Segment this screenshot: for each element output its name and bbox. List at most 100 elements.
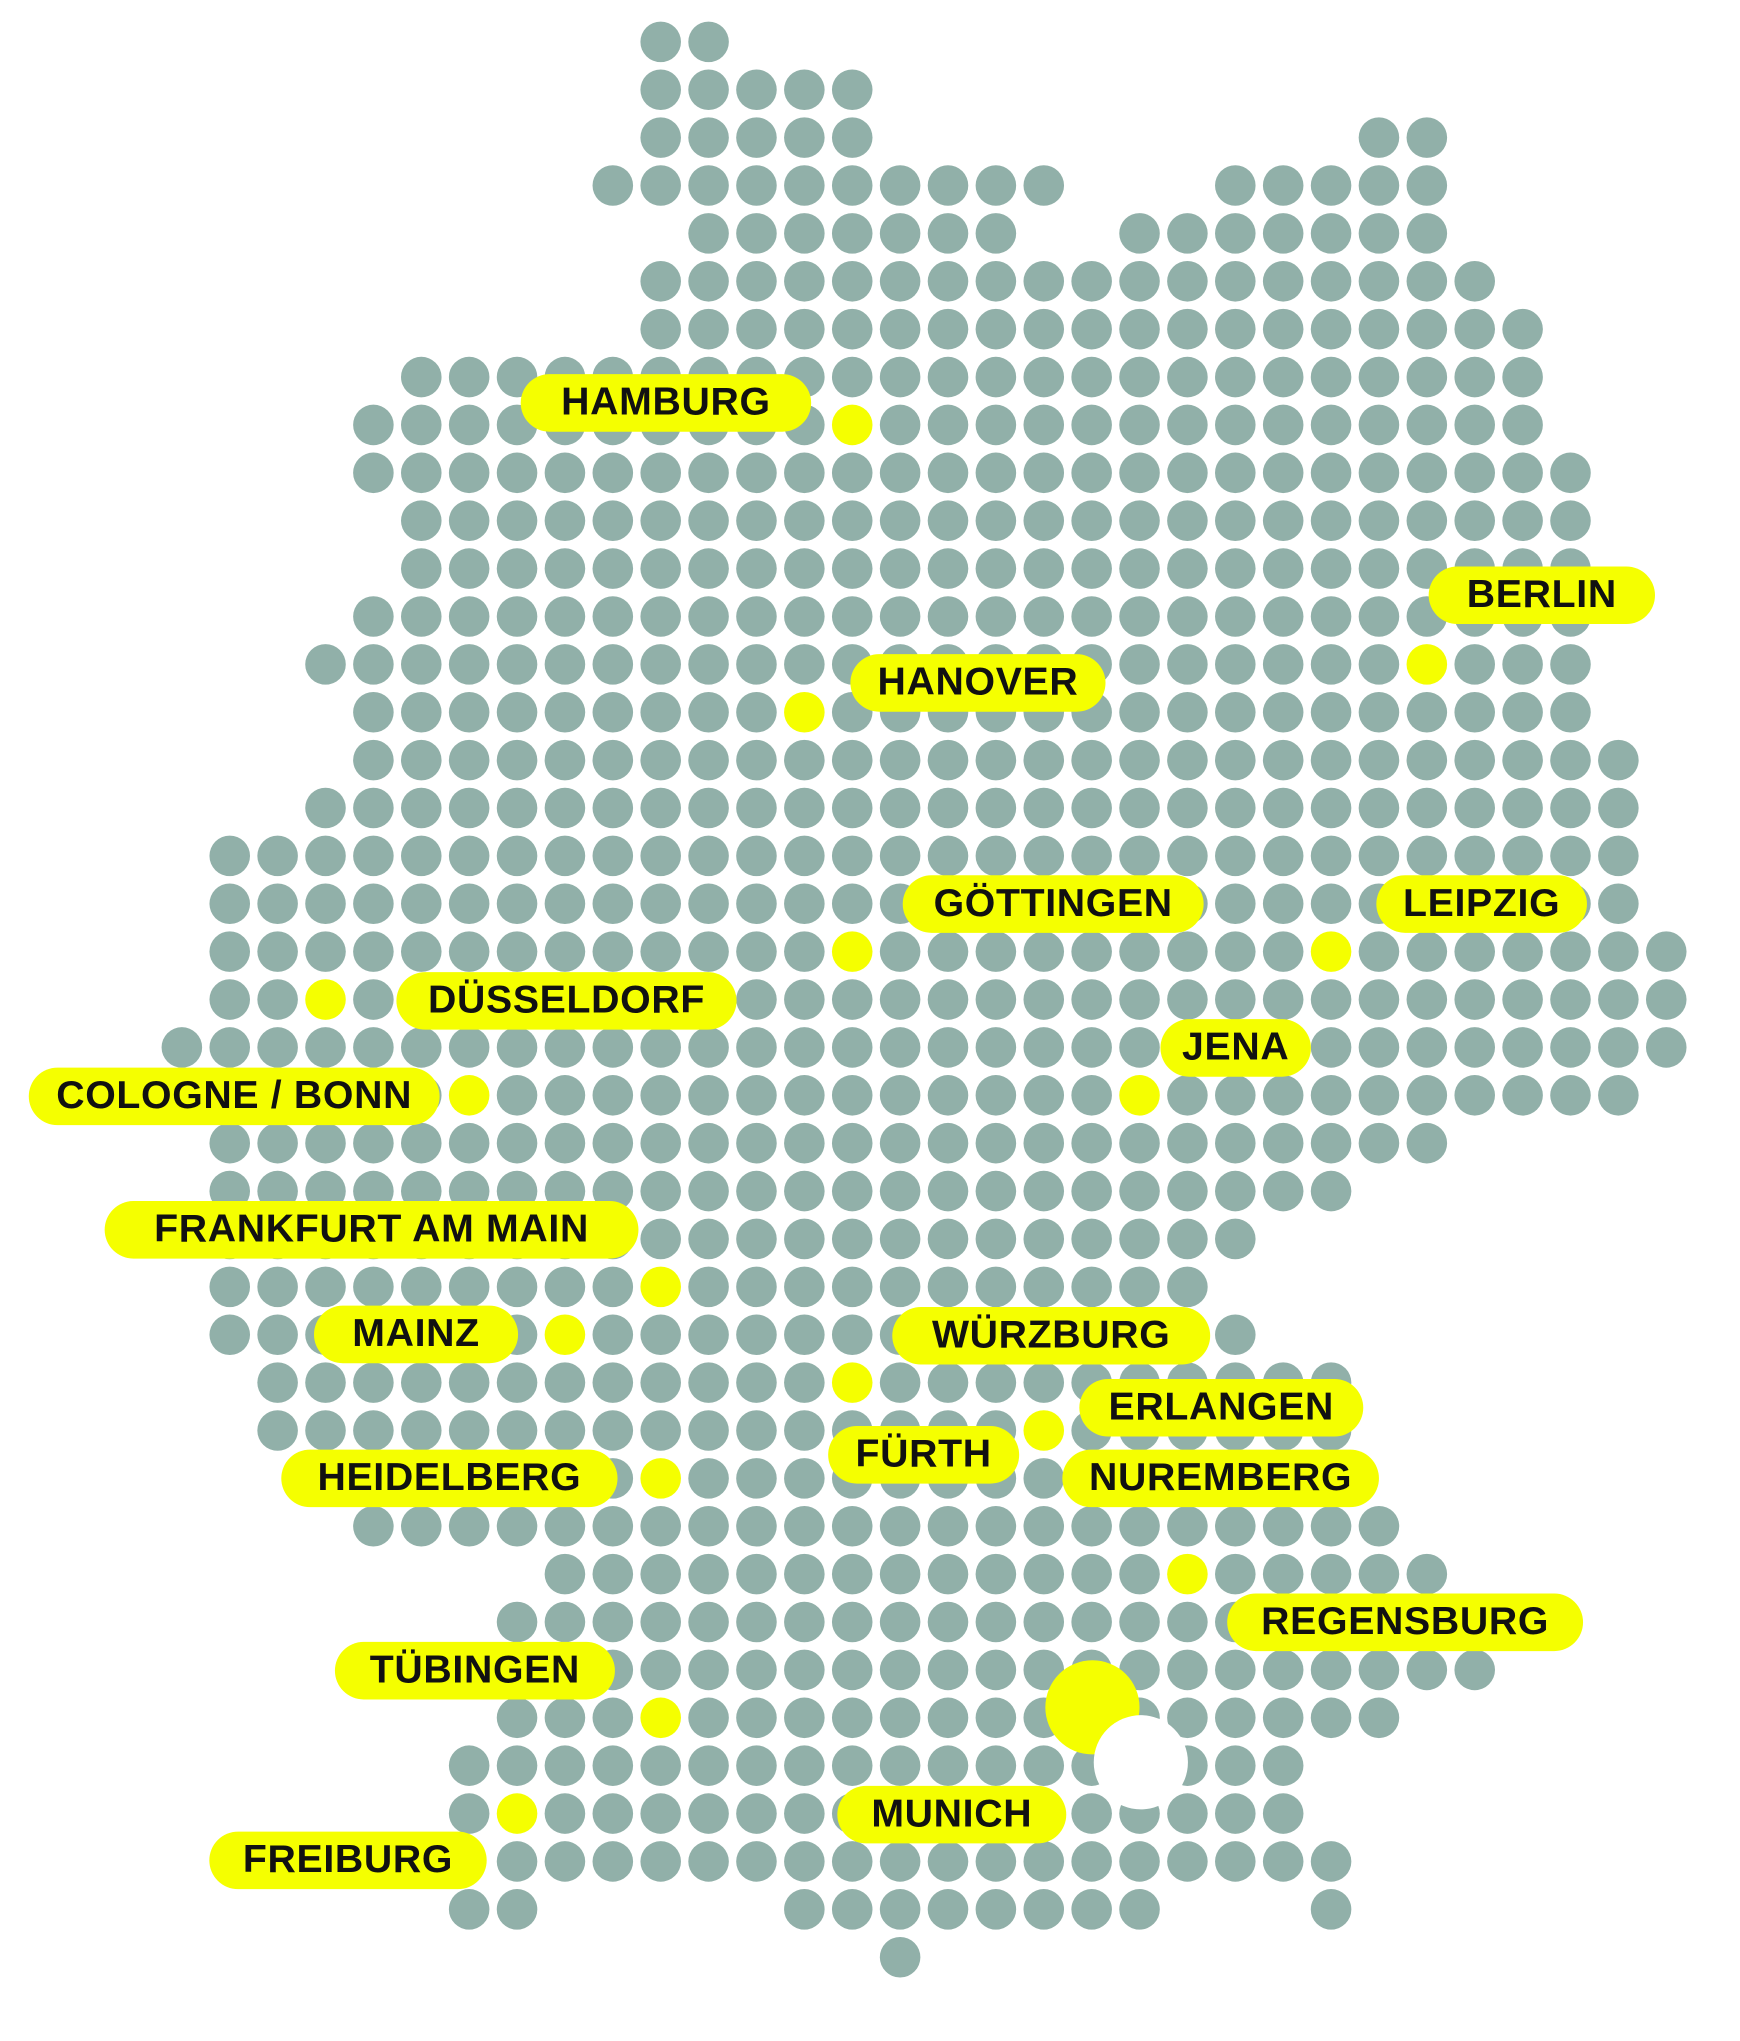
map-dot [1598, 883, 1639, 925]
map-dot [1454, 691, 1495, 733]
munich-white-circle [1093, 1715, 1188, 1810]
map-dot [1454, 931, 1495, 972]
map-dot [736, 1745, 777, 1786]
map-dot [1310, 883, 1352, 925]
map-dot [736, 1697, 777, 1739]
map-dot [496, 1075, 538, 1116]
map-dot [736, 165, 777, 206]
map-dot [1406, 1649, 1448, 1691]
map-dot [1215, 644, 1256, 685]
map-dot [544, 500, 586, 541]
map-dot [1358, 596, 1400, 637]
map-dot [927, 548, 969, 589]
map-dot [1358, 979, 1400, 1020]
map-dot [1215, 1122, 1256, 1164]
map-dot [784, 1218, 825, 1260]
map-dot [592, 500, 634, 541]
map-dot [1310, 979, 1352, 1020]
map-dot [975, 500, 1017, 541]
map-dot [975, 261, 1017, 302]
map-dot [1502, 452, 1543, 494]
city-label-leipzig: LEIPZIG [1376, 875, 1587, 933]
map-dot [1550, 931, 1591, 972]
map-dot [496, 883, 538, 925]
map-dot [927, 404, 969, 446]
map-dot [1358, 835, 1400, 877]
map-dot [496, 452, 538, 494]
map-dot [1262, 883, 1304, 925]
map-dot [736, 213, 777, 254]
map-dot [1215, 261, 1256, 302]
map-dot [400, 596, 442, 637]
map-dot [448, 1410, 490, 1451]
map-dot [1310, 1649, 1352, 1691]
map-dot [1071, 308, 1112, 350]
map-dot [688, 739, 729, 781]
map-dot [400, 787, 442, 829]
map-dot [1262, 931, 1304, 972]
map-dot [592, 644, 634, 685]
map-dot [1167, 691, 1208, 733]
map-dot [927, 1170, 969, 1212]
map-dot [1023, 1027, 1065, 1068]
map-dot [1119, 213, 1160, 254]
map-dot [1215, 1505, 1256, 1547]
map-dot [736, 1170, 777, 1212]
map-dot [736, 739, 777, 781]
map-dot [400, 931, 442, 972]
map-dot [688, 1218, 729, 1260]
map-dot [1598, 1027, 1639, 1068]
map-dot [927, 1027, 969, 1068]
map-dot [831, 1075, 873, 1116]
map-dot [736, 1649, 777, 1691]
map-dot [1167, 1075, 1208, 1116]
map-dot [927, 979, 969, 1020]
map-dot [975, 1841, 1017, 1882]
map-dot [257, 1266, 298, 1308]
map-dot [1358, 1075, 1400, 1116]
map-dot [1215, 931, 1256, 972]
map-dot [640, 1218, 681, 1260]
map-dot [1215, 1697, 1256, 1739]
map-dot [927, 1889, 969, 1930]
map-dot [879, 1218, 921, 1260]
map-dot [975, 787, 1017, 829]
map-dot [927, 165, 969, 206]
map-dot [544, 1410, 586, 1451]
map-dot [688, 1793, 729, 1834]
map-dot [975, 1505, 1017, 1547]
map-dot [879, 1075, 921, 1116]
map-dot [927, 261, 969, 302]
map-dot [1358, 452, 1400, 494]
map-dot [1071, 739, 1112, 781]
map-dot [1262, 452, 1304, 494]
map-dot [1502, 308, 1543, 350]
map-dot [975, 1075, 1017, 1116]
map-dot [1215, 1170, 1256, 1212]
map-dot [1071, 1841, 1112, 1882]
map-dot [1167, 1505, 1208, 1547]
map-dot [784, 1458, 825, 1499]
map-dot [544, 739, 586, 781]
map-dot [1119, 596, 1160, 637]
map-dot [496, 548, 538, 589]
city-label-hamburg: HAMBURG [520, 374, 812, 432]
map-dot [784, 1745, 825, 1786]
map-dot [927, 1362, 969, 1403]
map-dot [1406, 117, 1448, 158]
city-label-duesseldorf: DÜSSELDORF [396, 972, 737, 1030]
map-dot [1310, 1841, 1352, 1882]
map-dot [831, 1122, 873, 1164]
map-dot [1119, 548, 1160, 589]
map-dot [640, 261, 681, 302]
map-dot [784, 979, 825, 1020]
map-dot [879, 787, 921, 829]
map-dot [1310, 548, 1352, 589]
city-dot [640, 1458, 681, 1499]
map-dot [975, 1745, 1017, 1786]
map-dot [831, 739, 873, 781]
map-dot [1502, 356, 1543, 398]
map-dot [1071, 1793, 1112, 1834]
map-dot [1215, 308, 1256, 350]
map-dot [448, 691, 490, 733]
